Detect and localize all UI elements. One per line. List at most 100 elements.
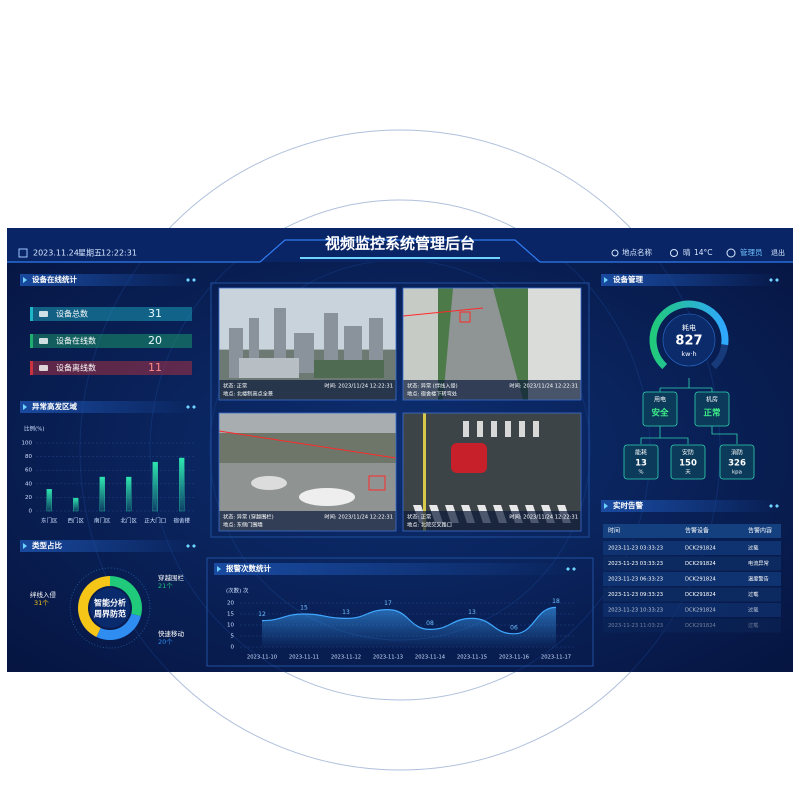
x-tick-label: 2023-11-12: [331, 655, 361, 661]
stat-value: 20: [148, 334, 162, 347]
video-time: 时间: 2023/11/24 12:22:31: [324, 513, 393, 521]
panel-header-icon: [604, 503, 608, 509]
line-area: [262, 607, 556, 647]
panel-header-dots: [186, 278, 196, 282]
node-label: 机房: [706, 396, 718, 404]
table-header: 告警设备: [685, 527, 709, 535]
panel-header-dots: [186, 405, 196, 409]
x-tick-label: 2023-11-13: [373, 655, 403, 661]
data-label: 13: [342, 609, 350, 616]
stat-label: 设备总数: [56, 309, 88, 319]
table-cell: DCK291824: [685, 608, 717, 614]
panel-header-bg: [20, 274, 198, 286]
video-info-bg: [219, 380, 396, 400]
table-row-bg[interactable]: [603, 556, 781, 571]
wall: [219, 433, 396, 463]
table-cell: 过载: [748, 544, 758, 552]
node-box: [623, 444, 659, 480]
crosswalk: [505, 421, 511, 437]
node-box: [642, 391, 678, 427]
video-time: 时间: 2023/11/24 12:22:31: [509, 382, 578, 390]
building: [239, 358, 299, 378]
video-place: 地点: 北楼制高点全景: [223, 390, 273, 398]
table-cell: 过载: [748, 606, 758, 614]
y-tick-label: 0: [231, 645, 235, 651]
stat-value: 31: [148, 307, 162, 320]
panel-header-dots: [769, 278, 779, 282]
alarm-box: [368, 475, 386, 491]
panel-title: 类型占比: [32, 540, 62, 550]
x-tick-label: 宿舍楼: [173, 517, 190, 525]
alarm-box: [459, 311, 471, 323]
stat-value: 11: [148, 361, 162, 374]
road: [443, 288, 523, 400]
crosswalk: [519, 421, 525, 437]
video-border: [218, 412, 397, 532]
data-label: 31个: [34, 599, 49, 607]
user[interactable]: 管理员: [740, 247, 763, 257]
bar: [73, 497, 79, 512]
table-header-bg: [603, 524, 781, 538]
stat-label: 设备在线数: [56, 336, 96, 346]
video-border: [402, 287, 582, 401]
table-cell: DCK291824: [685, 577, 717, 583]
table-cell: 2023-11-23 11:03:23: [608, 623, 663, 629]
node-unit: kpa: [732, 470, 742, 476]
y-tick-label: 40: [25, 481, 32, 487]
video-time: 时间: 2023/11/24 12:22:31: [509, 513, 578, 521]
gauge-value: 827: [675, 334, 702, 349]
y-tick-label: 20: [25, 495, 32, 501]
legend-label: 快速移动: [158, 629, 185, 638]
table-row-bg[interactable]: [603, 587, 781, 602]
car: [251, 476, 287, 490]
bar: [152, 461, 158, 512]
y-tick-label: 5: [231, 634, 235, 640]
table-header: 告警内容: [748, 527, 772, 535]
logout[interactable]: 退出: [771, 248, 785, 257]
temperature: 14°C: [694, 248, 713, 257]
panel-header-bg: [601, 274, 781, 286]
video-info-bg: [219, 511, 396, 531]
stat-bar-edge: [30, 334, 33, 348]
node-value: 安全: [651, 408, 669, 419]
table-row-bg[interactable]: [603, 572, 781, 586]
legend-label: 绊线入侵: [30, 590, 57, 599]
calendar-icon: [18, 248, 28, 258]
node-value: 326: [728, 459, 746, 469]
user-icon: [726, 248, 736, 258]
panel-header-icon: [217, 566, 221, 572]
header-bar: [7, 228, 793, 262]
table-cell: 2023-11-23 06:33:23: [608, 577, 663, 583]
video-border: [402, 412, 582, 532]
y-axis-label: (次数) 次: [226, 587, 249, 595]
table-row-bg[interactable]: [603, 618, 781, 633]
panel-title: 设备管理: [613, 274, 643, 284]
data-label: 21个: [158, 582, 173, 590]
bar: [126, 476, 132, 512]
weekday: 星期五: [78, 249, 102, 258]
donut-center-text: 智能分析: [94, 598, 126, 608]
panel-header-icon: [604, 277, 608, 283]
node-value: 13: [635, 459, 647, 469]
panel-header-icon: [23, 543, 27, 549]
node-label: 用电: [654, 396, 666, 404]
panel-header-bg: [20, 540, 198, 552]
node-value: 正常: [703, 408, 720, 419]
header-frame: [7, 239, 793, 263]
stat-icon: [39, 338, 48, 344]
data-label: 12: [258, 611, 266, 618]
stat-bar-edge: [30, 361, 33, 375]
video-time: 时间: 2023/11/24 12:22:31: [324, 382, 393, 390]
location-icon: [611, 249, 619, 257]
x-tick-label: 2023-11-15: [457, 655, 487, 661]
x-tick-label: 西门区: [67, 517, 84, 525]
stat-bar: [30, 361, 192, 375]
table-row-bg[interactable]: [603, 603, 781, 617]
table-row-bg[interactable]: [603, 541, 781, 555]
panel-header-icon: [23, 277, 27, 283]
node-label: 能耗: [635, 449, 647, 457]
lane-line: [423, 413, 426, 531]
node-box: [670, 444, 706, 480]
